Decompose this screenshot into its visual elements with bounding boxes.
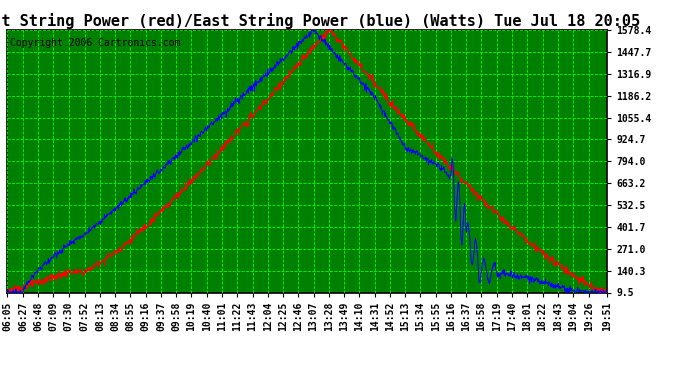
Text: Copyright 2006 Cartronics.com: Copyright 2006 Cartronics.com	[10, 38, 180, 48]
Title: West String Power (red)/East String Power (blue) (Watts) Tue Jul 18 20:05: West String Power (red)/East String Powe…	[0, 13, 640, 29]
